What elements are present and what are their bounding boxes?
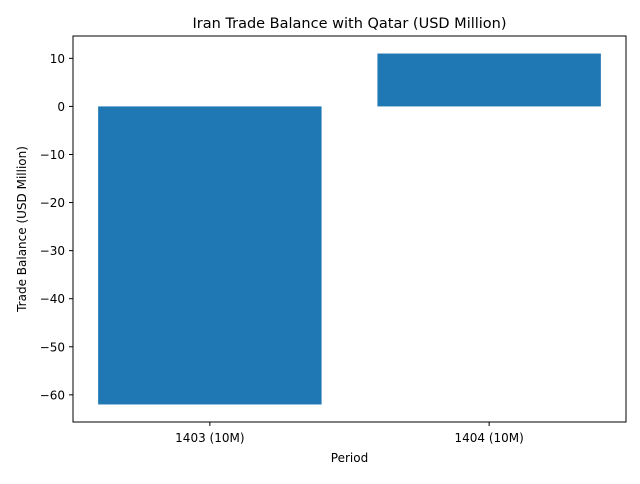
- y-tick-label: 10: [50, 52, 65, 66]
- bar-1: [377, 53, 601, 107]
- y-tick-label: −30: [40, 244, 65, 258]
- x-axis-label: Period: [331, 451, 368, 465]
- ticks-layer: 1403 (10M) 1404 (10M) −60 −50 −40 −30 −20 −10 0 1…: [40, 52, 524, 445]
- x-tick-label: 1404 (10M): [454, 431, 523, 445]
- bars-layer: [98, 53, 601, 405]
- y-axis-label: Trade Balance (USD Million): [15, 146, 29, 313]
- y-tick-label: −60: [40, 388, 65, 402]
- bar-0: [98, 106, 322, 405]
- y-tick-label: −40: [40, 292, 65, 306]
- y-tick-label: −50: [40, 340, 65, 354]
- chart-title: Iran Trade Balance with Qatar (USD Milli…: [192, 16, 506, 32]
- plot-area-frame: [72, 35, 627, 423]
- y-tick-label: −20: [40, 196, 65, 210]
- y-tick-label: 0: [57, 100, 65, 114]
- x-tick-label: 1403 (10M): [175, 431, 244, 445]
- y-tick-label: −10: [40, 148, 65, 162]
